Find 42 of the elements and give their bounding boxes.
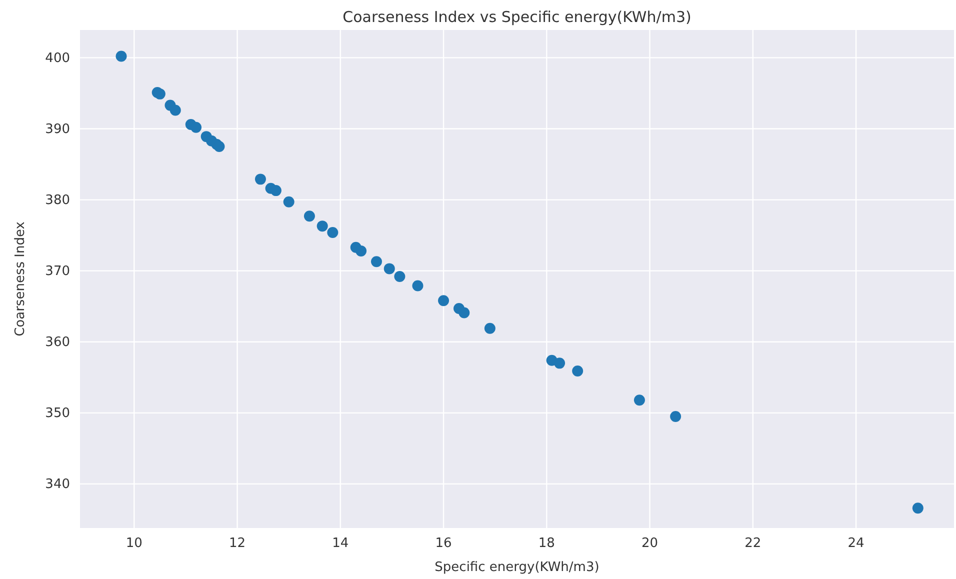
x-tick-label: 18	[538, 536, 555, 552]
y-tick-label: 360	[45, 335, 70, 350]
y-tick-label: 400	[45, 50, 70, 66]
point	[634, 394, 645, 406]
point	[370, 256, 382, 268]
x-tick-label: 24	[848, 536, 864, 552]
point	[394, 271, 406, 282]
point	[670, 410, 682, 422]
point	[458, 307, 470, 318]
point	[214, 141, 225, 152]
x-tick-label: 14	[332, 536, 349, 552]
point	[438, 295, 450, 306]
y-tick-label: 340	[45, 477, 70, 492]
point	[554, 358, 566, 369]
y-axis-title: Coarseness Index	[13, 221, 28, 336]
point	[912, 502, 924, 514]
point	[190, 122, 202, 133]
x-tick-label: 12	[228, 536, 246, 552]
y-tick-label: 370	[45, 264, 70, 279]
y-tick-label: 390	[45, 122, 70, 137]
point	[283, 196, 294, 208]
point	[384, 263, 395, 274]
x-tick-label: 20	[642, 536, 658, 552]
point	[356, 245, 367, 256]
y-tick-label: 380	[45, 192, 70, 208]
x-tick-label: 16	[435, 536, 452, 552]
point	[304, 210, 315, 222]
point	[170, 104, 181, 116]
x-tick-label: 10	[126, 536, 142, 552]
y-tick-label: 350	[45, 406, 70, 422]
point	[572, 366, 584, 376]
point	[154, 88, 166, 100]
point	[316, 220, 328, 232]
point	[412, 280, 424, 292]
x-tick-label: 22	[744, 536, 762, 552]
point	[327, 226, 338, 238]
x-axis-title: Specific energy(KWh/m3)	[434, 560, 600, 575]
point	[270, 185, 282, 196]
point	[484, 322, 496, 334]
point	[254, 174, 266, 185]
point	[116, 50, 127, 62]
chart-title: Coarseness Index vs Specific energy(KWh/m3)	[342, 8, 692, 26]
